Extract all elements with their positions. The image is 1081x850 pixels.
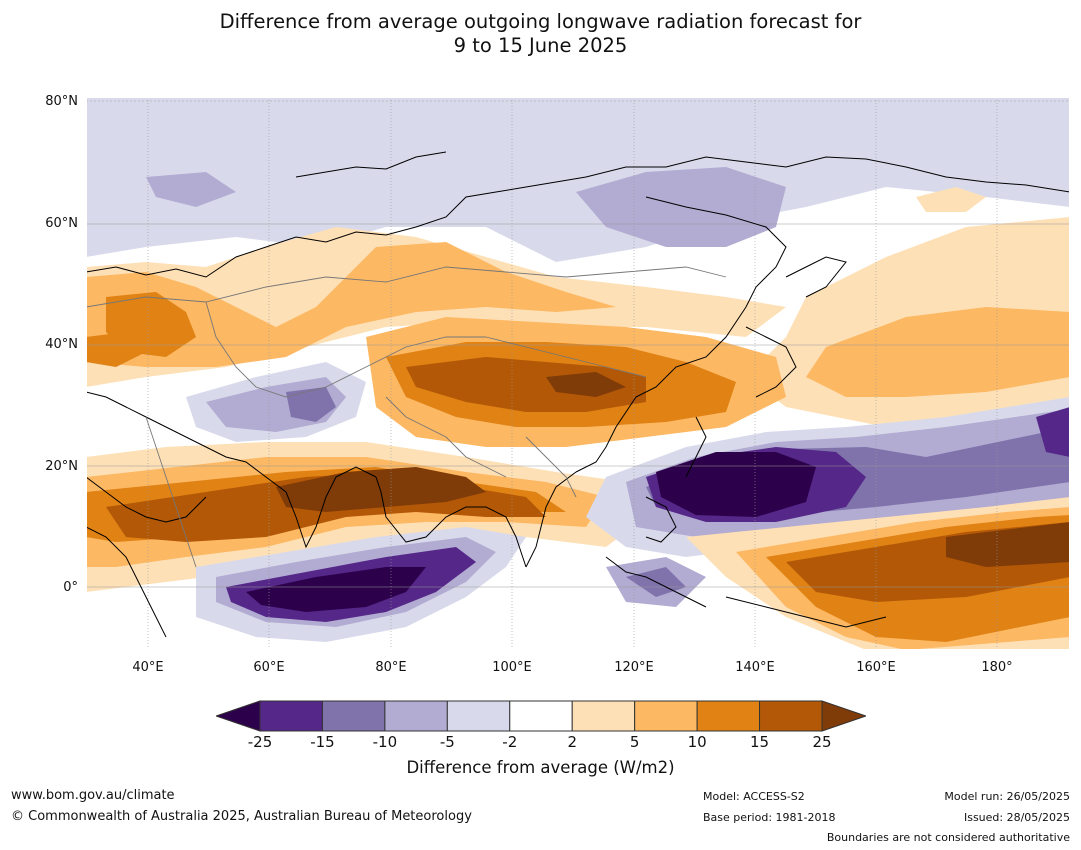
chart-title: Difference from average outgoing longwav… xyxy=(0,10,1081,58)
model-run-text: Model run: 26/05/2025 xyxy=(944,790,1070,803)
lon-label-100e: 100°E xyxy=(492,660,532,675)
lon-label-120e: 120°E xyxy=(614,660,654,675)
lon-label-160e: 160°E xyxy=(856,660,896,675)
bay-of-bengal-darkest xyxy=(276,467,486,512)
lat-label-40n: 40°N xyxy=(45,337,78,352)
colorbar-cell xyxy=(321,700,386,732)
title-line-2: 9 to 15 June 2025 xyxy=(453,34,628,57)
central-asia-orange xyxy=(86,242,616,367)
arctic-lilac-region xyxy=(86,97,1070,262)
siberia-lilac-region xyxy=(576,167,786,247)
colorbar-cell xyxy=(634,700,698,732)
lat-label-20n: 20°N xyxy=(45,459,78,474)
colorbar-tick-label: 2 xyxy=(567,733,577,751)
colorbar-cell xyxy=(446,700,511,732)
scandinavia-lilac-region xyxy=(146,172,236,207)
china-brown xyxy=(406,357,646,412)
title-line-1: Difference from average outgoing longwav… xyxy=(219,10,862,33)
lon-label-80e: 80°E xyxy=(375,660,407,675)
website-link[interactable]: www.bom.gov.au/climate xyxy=(11,788,175,803)
colorbar-cell xyxy=(384,700,448,732)
colorbar-min-extend xyxy=(216,700,261,732)
colorbar-tick-label: -10 xyxy=(372,733,398,751)
colorbar-cell xyxy=(259,700,323,732)
coastlines xyxy=(86,151,1070,638)
anomaly-map xyxy=(86,97,1070,650)
colorbar-tick-label: -5 xyxy=(439,733,455,751)
colorbar-cell xyxy=(571,700,636,732)
north-pacific-orange xyxy=(806,307,1070,397)
country-boundaries xyxy=(86,266,727,568)
colorbar-label: Difference from average (W/m2) xyxy=(406,758,675,777)
gridlines xyxy=(86,97,1070,650)
lon-label-180: 180° xyxy=(981,660,1013,675)
lat-label-80n: 80°N xyxy=(45,94,78,109)
colorbar-tick-label: -2 xyxy=(502,733,518,751)
colorbar-cell xyxy=(759,700,823,732)
model-text: Model: ACCESS-S2 xyxy=(703,790,805,803)
colorbar-tick-label: -15 xyxy=(310,733,335,751)
colorbar xyxy=(216,700,866,732)
colorbar-cell xyxy=(509,700,573,732)
philippine-sea-darkest xyxy=(656,452,816,517)
lat-label-0: 0° xyxy=(63,580,78,595)
base-period-text: Base period: 1981-2018 xyxy=(703,811,836,824)
colorbar-tick-label: 25 xyxy=(812,733,832,751)
lon-label-40e: 40°E xyxy=(132,660,164,675)
lat-label-60n: 60°N xyxy=(45,216,78,231)
lon-label-60e: 60°E xyxy=(253,660,285,675)
colorbar-cell xyxy=(696,700,761,732)
colorbar-tick-label: 5 xyxy=(629,733,640,751)
copyright-text: © Commonwealth of Australia 2025, Austra… xyxy=(11,809,472,824)
disclaimer-text: Boundaries are not considered authoritat… xyxy=(826,831,1070,844)
colorbar-tick-label: 10 xyxy=(687,733,707,751)
colorbar-max-extend xyxy=(821,700,866,732)
colorbar-tick-label: 15 xyxy=(750,733,770,751)
lon-label-140e: 140°E xyxy=(735,660,775,675)
colorbar-tick-label: -25 xyxy=(247,733,273,751)
issued-text: Issued: 28/05/2025 xyxy=(963,811,1070,824)
